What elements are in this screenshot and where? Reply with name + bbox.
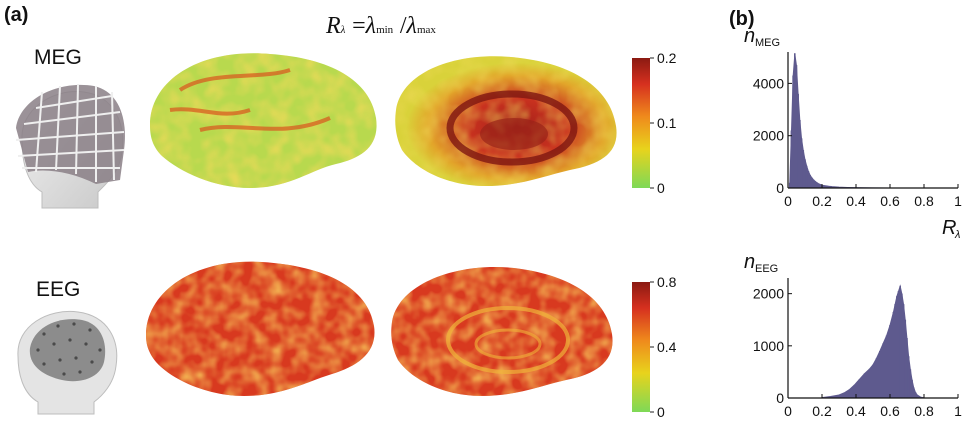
eeg-hist-bar	[843, 393, 845, 398]
meg-hist-bar	[813, 180, 815, 188]
meg-lateral-surface	[150, 53, 377, 188]
eeg-hist-bar	[889, 325, 891, 398]
meg-hist-bar	[791, 130, 793, 188]
meg-hist-ylabel: n	[744, 25, 755, 47]
eeg-hist-bar	[869, 369, 871, 398]
eeg-hist-ytick-label: 1000	[753, 338, 784, 354]
eeg-hist-xtick-label: 1	[954, 403, 962, 419]
meg-hist-bar	[809, 175, 811, 188]
panel-a-label: (a)	[4, 4, 28, 27]
eeg-hist-bar	[882, 343, 884, 398]
title-equals: =	[352, 13, 366, 39]
eeg-hist-bar	[848, 390, 850, 398]
eeg-hist-bar	[896, 296, 898, 398]
meg-hist-area	[790, 53, 958, 188]
meg-hist-bar	[796, 65, 798, 188]
eeg-hist-bar	[906, 338, 908, 398]
eeg-hist-bar	[908, 356, 910, 398]
eeg-hist-xtick-label: 0	[784, 403, 792, 419]
meg-colorbar-tick-label: 0.2	[657, 50, 677, 66]
meg-hist-bar	[803, 150, 805, 188]
eeg-hist-ylabel: n	[744, 251, 755, 273]
meg-sensor-helmet	[16, 84, 125, 184]
eeg-colorbar-tick-label: 0	[657, 404, 665, 420]
meg-hist-bar	[804, 159, 806, 188]
eeg-hist-bar	[915, 392, 917, 398]
eeg-hist-xtick-label: 0.6	[880, 403, 900, 419]
eeg-hist-bar	[903, 304, 905, 398]
meg-hist-bar	[797, 94, 799, 188]
meg-hist-bar	[808, 171, 810, 188]
eeg-hist-xtick-label: 0.2	[812, 403, 832, 419]
meg-label: MEG	[34, 46, 82, 70]
meg-hist-bar	[814, 181, 816, 188]
meg-hist-xtick-label: 0.4	[846, 193, 866, 209]
eeg-hist-bar	[859, 379, 861, 398]
eeg-colorbar-tick-label: 0.4	[657, 339, 677, 355]
meg-hist-xtick-label: 0.8	[914, 193, 934, 209]
eeg-hist-bar	[905, 320, 907, 398]
title-denominator-sub: max	[417, 24, 436, 36]
eeg-hist-bar	[876, 358, 878, 398]
meg-hist-xlabel-sub: λ	[954, 229, 960, 241]
eeg-head-illustration	[4, 304, 126, 416]
eeg-hist-bar	[854, 385, 856, 398]
meg-medial-surface	[395, 56, 616, 186]
eeg-hist-ylabel-sub: EEG	[755, 263, 778, 275]
eeg-hist-ytick-label: 0	[776, 390, 784, 406]
meg-hist-xtick-label: 0.2	[812, 193, 832, 209]
meg-hist-xtick-label: 0.6	[880, 193, 900, 209]
meg-colorbar-gradient	[632, 58, 650, 188]
meg-hist-bar	[806, 166, 808, 188]
eeg-colorbar-gradient	[632, 282, 650, 412]
meg-colorbar-tick-label: 0.1	[657, 115, 677, 131]
meg-hist-ytick-label: 0	[776, 180, 784, 196]
meg-hist-bar	[811, 178, 813, 188]
title-lhs: R	[326, 13, 341, 39]
meg-hist-xtick-label: 0	[784, 193, 792, 209]
meg-hist-bar	[794, 53, 796, 188]
eeg-hist-bar	[864, 373, 866, 398]
eeg-label: EEG	[36, 278, 80, 302]
ratio-formula-title: Rλ =λmin /λmax	[326, 12, 436, 40]
meg-hist-bar	[792, 76, 794, 188]
meg-colorbar-tick-label: 0	[657, 180, 665, 196]
meg-hist-bar	[801, 138, 803, 188]
meg-hist-ytick-label: 4000	[753, 75, 784, 91]
title-numerator-sub: min	[376, 24, 393, 36]
title-slash: /	[400, 13, 407, 39]
eeg-hist-bar	[899, 286, 901, 398]
eeg-lateral-surface	[146, 262, 375, 396]
eeg-hist-ytick-label: 2000	[753, 286, 784, 302]
eeg-hist-bar	[898, 291, 900, 398]
meg-hist-ylabel-sub: MEG	[755, 37, 780, 49]
eeg-hist-bar	[911, 380, 913, 398]
meg-hist-bar	[799, 120, 801, 188]
title-denominator: λ	[407, 13, 417, 39]
title-numerator: λ	[366, 13, 376, 39]
meg-hist-xtick-label: 1	[954, 193, 962, 209]
eeg-hist-bar	[893, 312, 895, 398]
title-lhs-sub: λ	[341, 24, 346, 36]
eeg-colorbar: 0.8 0.4 0	[628, 274, 698, 424]
eeg-hist-xtick-label: 0.8	[914, 403, 934, 419]
eeg-hist-xtick-label: 0.4	[846, 403, 866, 419]
eeg-hist-bar	[901, 294, 903, 398]
meg-head-illustration	[2, 80, 128, 210]
eeg-hist-bar	[886, 335, 888, 398]
meg-hist-bar	[818, 184, 820, 188]
eeg-hist-bar	[913, 388, 915, 398]
eeg-hist-bar	[872, 365, 874, 398]
eeg-hist-bar	[910, 369, 912, 398]
eeg-hist-bar	[879, 351, 881, 398]
meg-hist-bar	[789, 183, 791, 188]
meg-hist-bar	[816, 183, 818, 188]
meg-hist-ytick-label: 2000	[753, 128, 784, 144]
eeg-medial-surface	[391, 267, 612, 396]
meg-colorbar: 0.2 0.1 0	[628, 50, 698, 200]
eeg-hist-bar	[894, 304, 896, 398]
eeg-colorbar-tick-label: 0.8	[657, 274, 677, 290]
